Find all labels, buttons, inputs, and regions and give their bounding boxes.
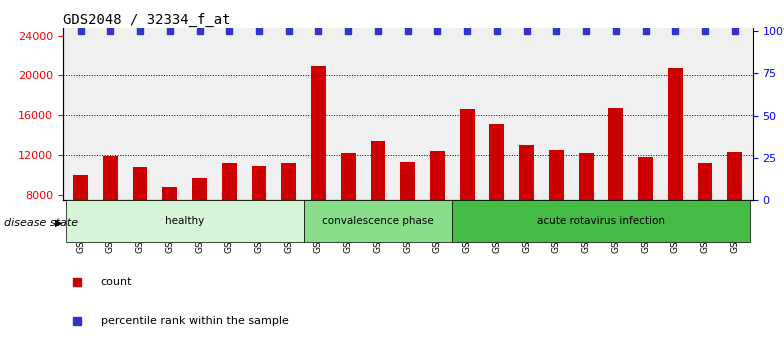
Bar [222,163,237,200]
Bar [452,200,750,242]
Bar [341,153,356,200]
Bar [401,162,415,200]
Bar [519,145,534,200]
Text: ▶: ▶ [55,218,63,227]
Bar [430,151,445,200]
Text: percentile rank within the sample: percentile rank within the sample [100,316,289,326]
Bar [698,163,713,200]
Bar [66,200,303,242]
Bar [608,108,623,200]
Bar [281,163,296,200]
Text: convalescence phase: convalescence phase [322,216,434,226]
Bar [162,187,177,200]
Bar [489,124,504,200]
Bar [668,68,683,200]
Text: acute rotavirus infection: acute rotavirus infection [537,216,665,226]
Bar [371,141,386,200]
Bar [638,157,653,200]
Bar [192,178,207,200]
Text: GDS2048 / 32334_f_at: GDS2048 / 32334_f_at [63,12,230,27]
Bar [579,153,593,200]
Bar [311,67,326,200]
Text: healthy: healthy [165,216,205,226]
Bar [303,200,452,242]
Bar [103,156,118,200]
Bar [459,109,474,200]
Bar [73,175,88,200]
Text: count: count [100,277,132,287]
Bar [728,152,742,200]
Bar [549,150,564,200]
Text: disease state: disease state [4,218,78,227]
Bar [132,167,147,200]
Bar [252,166,267,200]
